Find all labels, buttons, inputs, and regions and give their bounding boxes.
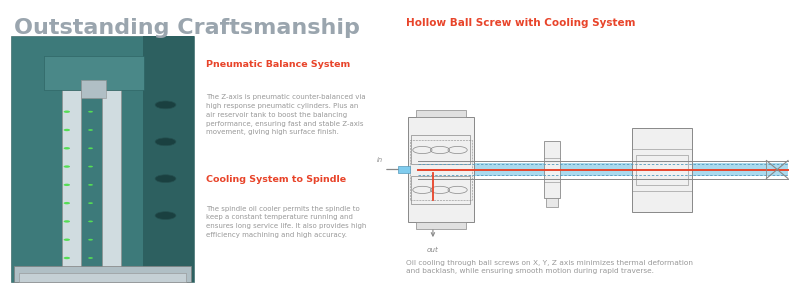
Bar — [81, 80, 106, 98]
Bar — [142, 36, 194, 282]
Circle shape — [64, 238, 70, 241]
Circle shape — [88, 166, 93, 167]
Circle shape — [64, 165, 70, 168]
Circle shape — [88, 184, 93, 186]
Circle shape — [88, 202, 93, 204]
Bar — [632, 128, 692, 212]
Bar — [410, 140, 472, 200]
Circle shape — [64, 257, 70, 259]
Bar — [411, 176, 470, 204]
Text: The spindle oil cooler permits the spindle to
keep a constant temperature runnin: The spindle oil cooler permits the spind… — [206, 206, 366, 238]
Circle shape — [64, 147, 70, 149]
Bar — [62, 90, 81, 270]
Bar — [418, 163, 788, 176]
Circle shape — [88, 239, 93, 241]
Bar — [102, 90, 121, 270]
Circle shape — [64, 110, 70, 113]
Text: Outstanding Craftsmanship: Outstanding Craftsmanship — [14, 18, 360, 38]
Circle shape — [88, 129, 93, 131]
Circle shape — [64, 220, 70, 223]
Bar — [44, 56, 144, 90]
Bar — [11, 36, 194, 282]
Circle shape — [88, 220, 93, 222]
Text: in: in — [376, 158, 382, 164]
Circle shape — [88, 111, 93, 112]
Bar — [416, 222, 466, 229]
Bar — [636, 154, 688, 184]
Circle shape — [155, 175, 176, 183]
Bar — [14, 266, 191, 282]
Bar — [411, 135, 470, 164]
Bar — [398, 166, 410, 173]
Bar — [544, 141, 560, 198]
Circle shape — [64, 129, 70, 131]
Circle shape — [64, 202, 70, 204]
Text: Hollow Ball Screw with Cooling System: Hollow Ball Screw with Cooling System — [406, 18, 635, 28]
Text: out: out — [427, 248, 439, 254]
Circle shape — [155, 101, 176, 109]
Bar — [546, 198, 558, 207]
Text: The Z-axis is pneumatic counter-balanced via
high response pneumatic cylinders. : The Z-axis is pneumatic counter-balanced… — [206, 94, 366, 136]
Circle shape — [155, 138, 176, 146]
Bar — [19, 273, 186, 282]
Text: Cooling System to Spindle: Cooling System to Spindle — [206, 176, 346, 184]
Text: Oil cooling through ball screws on X, Y, Z axis minimizes thermal deformation
an: Oil cooling through ball screws on X, Y,… — [406, 260, 693, 274]
Circle shape — [88, 147, 93, 149]
Text: Pneumatic Balance System: Pneumatic Balance System — [206, 60, 350, 69]
Circle shape — [88, 257, 93, 259]
Bar — [416, 110, 466, 117]
Circle shape — [155, 212, 176, 220]
Bar — [408, 117, 474, 222]
Circle shape — [64, 184, 70, 186]
